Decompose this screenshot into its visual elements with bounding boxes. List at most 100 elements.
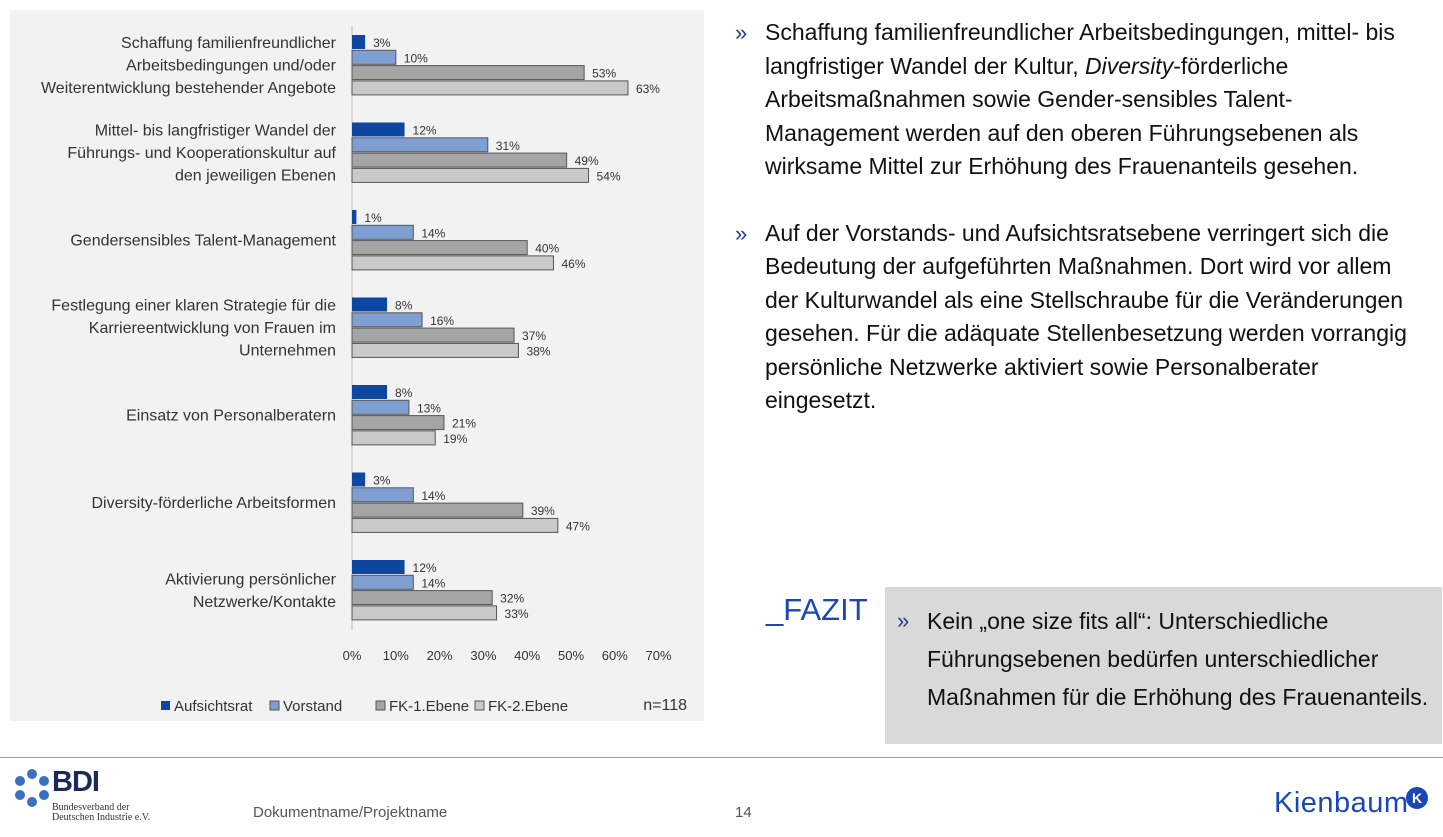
legend-swatch	[161, 701, 170, 710]
bar-Vorstand	[351, 487, 414, 503]
category-label: Karriereentwicklung von Frauen im	[89, 320, 336, 337]
bdi-subtitle-line-1: Bundesverband der	[52, 802, 130, 813]
bdi-logo-icon	[15, 769, 49, 807]
bar-Vorstand	[351, 224, 414, 240]
data-label: 32%	[500, 592, 524, 606]
data-label: 12%	[413, 561, 437, 575]
bullet-list: » Schaffung familienfreundlicher Arbeits…	[735, 16, 1425, 451]
bar-Aufsichtsrat	[352, 210, 357, 224]
legend-label: Aufsichtsrat	[174, 698, 253, 715]
x-tick-label: 20%	[427, 648, 453, 663]
bar-FK-1.Ebene	[351, 327, 515, 343]
bullet-marker: »	[735, 220, 748, 246]
data-label: 49%	[575, 154, 599, 168]
document-name: Dokumentname/Projektname	[253, 804, 448, 821]
data-label: 39%	[531, 504, 555, 518]
legend-swatch	[474, 700, 485, 711]
data-label: 3%	[373, 36, 391, 50]
bar-Aufsichtsrat	[352, 297, 388, 312]
bar-FK-2.Ebene	[351, 255, 554, 271]
bar-Aufsichtsrat	[352, 560, 405, 574]
bdi-subtitle: Bundesverband der Deutschen Industrie e.…	[52, 803, 150, 823]
legend-label: FK-1.Ebene	[389, 698, 469, 715]
kienbaum-badge-icon: K	[1406, 787, 1428, 809]
data-label: 14%	[421, 576, 445, 590]
bar-FK-1.Ebene	[351, 590, 493, 606]
bar-FK-2.Ebene	[351, 605, 498, 621]
bullet-text-part: Schaffung familienfreundlicher Arbeitsbe…	[765, 19, 1395, 79]
legend-label: FK-2.Ebene	[488, 698, 568, 715]
bar-FK-1.Ebene	[351, 152, 568, 168]
fazit-box: » Kein „one size fits all“: Unterschiedl…	[885, 587, 1442, 744]
data-label: 1%	[364, 211, 382, 225]
data-label: 53%	[592, 67, 616, 81]
bullet-marker: »	[897, 608, 910, 633]
bdi-subtitle-line-2: Deutschen Industrie e.V.	[52, 812, 151, 823]
bar-FK-2.Ebene	[351, 517, 559, 533]
legend-swatch	[269, 700, 280, 711]
x-tick-label: 0%	[343, 648, 362, 663]
kienbaum-logo: Kienbaum	[1274, 787, 1409, 819]
data-label: 38%	[526, 344, 550, 358]
bullet-text-italic: Diversity	[1085, 52, 1174, 79]
sample-size-label: n=118	[643, 697, 687, 714]
category-label: Arbeitsbedingungen und/oder	[126, 58, 337, 75]
bar-Vorstand	[351, 312, 423, 328]
category-label: Mittel- bis langfristiger Wandel der	[95, 123, 337, 140]
fazit-title: _FAZIT	[766, 592, 868, 627]
data-label: 46%	[561, 257, 585, 271]
bar-Aufsichtsrat	[352, 385, 388, 399]
footer-divider	[0, 757, 1443, 758]
category-label: Führungs- und Kooperationskultur auf	[67, 145, 336, 162]
bar-FK-2.Ebene	[351, 342, 519, 358]
category-label: Gendersensibles Talent-Management	[70, 233, 336, 250]
page-number: 14	[735, 804, 752, 821]
category-label: Diversity-förderliche Arbeitsformen	[91, 495, 336, 512]
bar-Aufsichtsrat	[352, 122, 405, 137]
bar-FK-1.Ebene	[351, 240, 528, 256]
bar-FK-2.Ebene	[351, 80, 629, 96]
bar-Vorstand	[351, 49, 397, 65]
category-label: Netzwerke/Kontakte	[193, 594, 336, 611]
data-label: 37%	[522, 329, 546, 343]
x-tick-label: 10%	[383, 648, 409, 663]
bar-Aufsichtsrat	[352, 472, 366, 487]
category-label: Unternehmen	[239, 343, 336, 360]
category-label: Aktivierung persönlicher	[165, 571, 336, 588]
bullet-text-part: -förderliche Arbeitsmaßnahmen sowie Gend…	[765, 52, 1359, 180]
category-label: Festlegung einer klaren Strategie für di…	[51, 298, 336, 315]
bar-FK-2.Ebene	[351, 430, 436, 446]
data-label: 47%	[566, 519, 590, 533]
x-tick-label: 30%	[470, 648, 496, 663]
category-label: den jeweiligen Ebenen	[175, 168, 336, 185]
bullet-item-1: » Schaffung familienfreundlicher Arbeits…	[735, 16, 1425, 184]
bdi-wordmark: BDI	[52, 766, 100, 798]
legend-label: Vorstand	[283, 698, 342, 715]
category-label: Weiterentwicklung bestehender Angebote	[41, 80, 336, 97]
data-label: 54%	[597, 169, 621, 183]
x-tick-label: 70%	[646, 648, 672, 663]
data-label: 19%	[443, 432, 467, 446]
data-label: 63%	[636, 82, 660, 96]
category-label: Einsatz von Personalberatern	[126, 408, 336, 425]
bar-FK-1.Ebene	[351, 415, 445, 431]
data-label: 31%	[496, 139, 520, 153]
data-label: 33%	[505, 607, 529, 621]
bar-Vorstand	[351, 574, 414, 590]
data-label: 3%	[373, 474, 391, 488]
bar-chart: 3% 10% 53% 63% Schaffung familienfreundliche…	[41, 26, 687, 715]
bar-FK-2.Ebene	[351, 167, 590, 183]
data-label: 8%	[395, 299, 413, 313]
fazit-bullet: » Kein „one size fits all“: Unterschiedl…	[897, 602, 1432, 716]
bullet-item-2: » Auf der Vorstands- und Aufsichtsratseb…	[735, 217, 1425, 418]
category-label: Schaffung familienfreundlicher	[121, 35, 337, 52]
x-tick-label: 50%	[558, 648, 584, 663]
chart-panel: 3% 10% 53% 63% Schaffung familienfreundliche…	[10, 10, 704, 721]
fazit-text: Kein „one size fits all“: Unterschiedlic…	[927, 608, 1429, 710]
data-label: 21%	[452, 417, 476, 431]
bar-Vorstand	[351, 137, 489, 153]
x-tick-label: 60%	[602, 648, 628, 663]
data-label: 40%	[535, 242, 559, 256]
legend-swatch	[375, 700, 386, 711]
data-label: 10%	[404, 51, 428, 65]
